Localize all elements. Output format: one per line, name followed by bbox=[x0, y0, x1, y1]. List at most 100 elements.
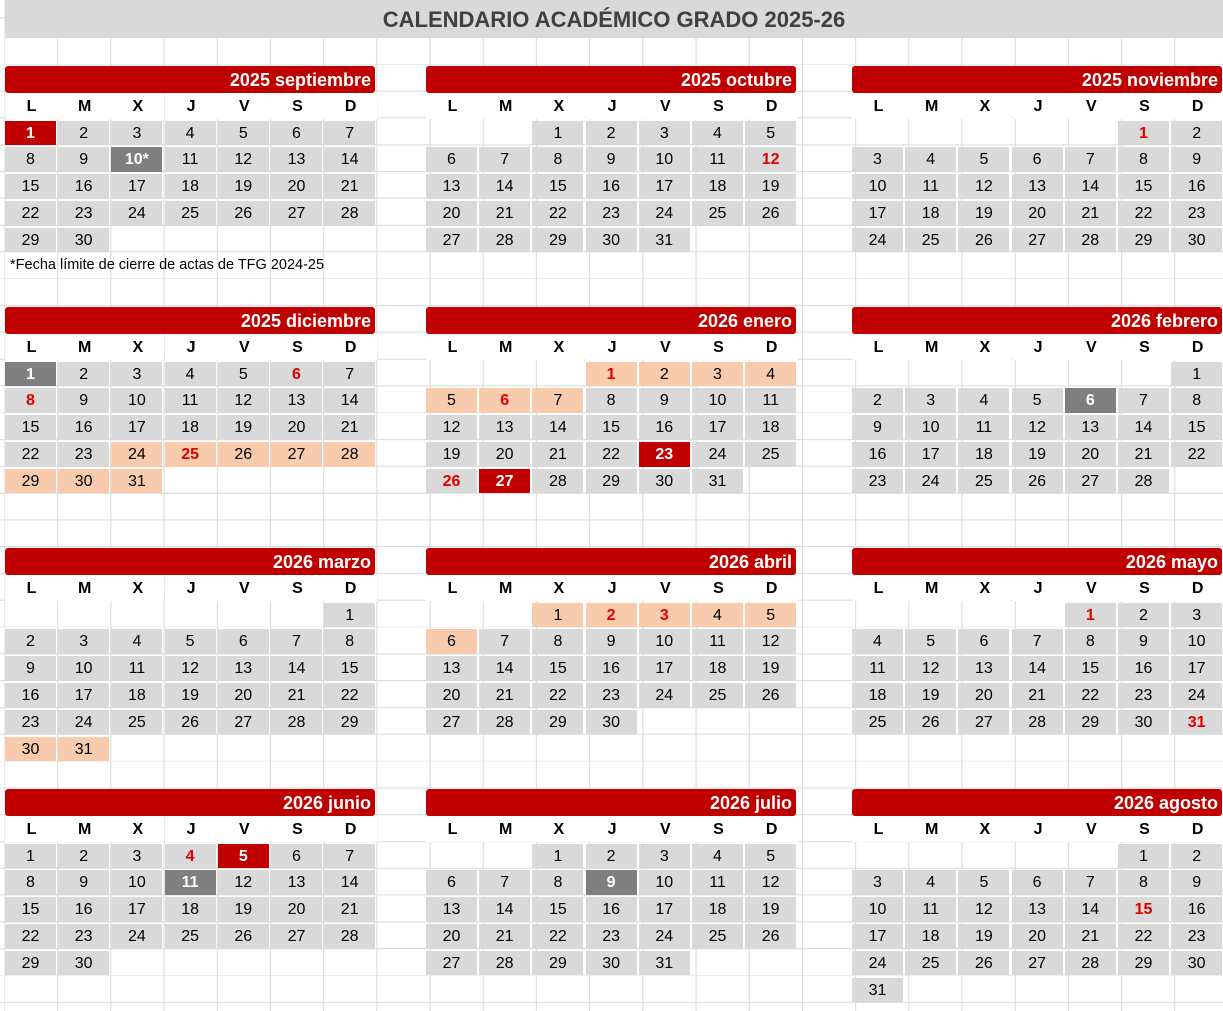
weekday-header: X bbox=[111, 333, 165, 360]
day-cell: 4 bbox=[692, 843, 743, 869]
weekday-header: D bbox=[745, 92, 799, 119]
day-cell: 12 bbox=[164, 656, 216, 681]
day-cell: 28 bbox=[1064, 950, 1116, 976]
day-cell: 17 bbox=[111, 174, 163, 199]
weekday-header: V bbox=[217, 815, 271, 842]
day-cell: 18 bbox=[905, 924, 957, 949]
day-cell: 9 bbox=[1171, 870, 1223, 895]
day-cell: 12 bbox=[1011, 415, 1063, 440]
day-cell: 23 bbox=[58, 201, 110, 226]
day-cell: 22 bbox=[5, 201, 56, 226]
day-cell: 5 bbox=[905, 629, 957, 654]
day-cell: 20 bbox=[426, 201, 477, 226]
day-cell: 29 bbox=[1118, 227, 1169, 253]
month-header: 2025 octubre bbox=[426, 66, 796, 93]
day-cell: 5 bbox=[1011, 388, 1063, 413]
day-cell: 7 bbox=[479, 629, 531, 654]
day-cell: 20 bbox=[217, 683, 269, 708]
day-cell: 16 bbox=[5, 683, 56, 708]
day-cell: 23 bbox=[638, 442, 690, 467]
day-cell: 29 bbox=[585, 468, 637, 494]
day-cell: 26 bbox=[958, 227, 1010, 253]
weekday-header: V bbox=[1064, 574, 1118, 601]
day-cell: 27 bbox=[1011, 950, 1063, 976]
day-cell: 18 bbox=[692, 897, 743, 922]
day-cell: 23 bbox=[5, 709, 56, 735]
day-cell: 9 bbox=[585, 629, 637, 654]
day-cell: 22 bbox=[1118, 201, 1169, 226]
day-cell: 8 bbox=[1118, 870, 1169, 895]
weekday-header: J bbox=[164, 92, 218, 119]
day-cell: 5 bbox=[745, 120, 797, 146]
weekday-header: D bbox=[324, 333, 378, 360]
day-cell: 14 bbox=[532, 415, 584, 440]
day-cell: 1 bbox=[1118, 843, 1169, 869]
day-cell: 30 bbox=[1171, 950, 1223, 976]
day-cell: 9 bbox=[5, 656, 56, 681]
weekday-header: X bbox=[958, 333, 1012, 360]
day-cell: 27 bbox=[1064, 468, 1116, 494]
day-cell: 15 bbox=[5, 897, 56, 922]
weekday-header: J bbox=[164, 815, 218, 842]
weekday-header: X bbox=[111, 815, 165, 842]
month-header: 2025 septiembre bbox=[5, 66, 375, 93]
day-cell: 31 bbox=[638, 950, 690, 976]
day-cell: 28 bbox=[324, 201, 376, 226]
day-cell: 4 bbox=[958, 388, 1010, 413]
day-cell: 10 bbox=[852, 897, 903, 922]
day-cell: 2 bbox=[5, 629, 56, 654]
day-cell: 2 bbox=[58, 361, 110, 387]
day-cell: 28 bbox=[1064, 227, 1116, 253]
day-cell: 8 bbox=[324, 629, 376, 654]
weekday-header: D bbox=[1171, 574, 1223, 601]
day-cell: 13 bbox=[1011, 897, 1063, 922]
day-cell: 24 bbox=[692, 442, 743, 467]
day-cell: 12 bbox=[217, 147, 269, 172]
day-cell: 21 bbox=[1064, 924, 1116, 949]
month-header: 2026 mayo bbox=[852, 548, 1222, 575]
weekday-header: D bbox=[745, 815, 799, 842]
day-cell: 30 bbox=[58, 468, 110, 494]
day-cell: 22 bbox=[5, 924, 56, 949]
weekday-header: X bbox=[532, 92, 586, 119]
day-cell: 23 bbox=[58, 924, 110, 949]
day-cell: 19 bbox=[745, 656, 797, 681]
day-cell: 29 bbox=[1064, 709, 1116, 735]
day-cell: 8 bbox=[5, 147, 56, 172]
month-header: 2025 noviembre bbox=[852, 66, 1222, 93]
day-cell: 6 bbox=[271, 843, 322, 869]
day-cell: 7 bbox=[324, 361, 376, 387]
day-cell: 8 bbox=[5, 388, 56, 413]
day-cell: 13 bbox=[426, 174, 477, 199]
day-cell: 28 bbox=[1118, 468, 1169, 494]
day-cell: 21 bbox=[1064, 201, 1116, 226]
day-cell: 23 bbox=[585, 924, 637, 949]
day-cell: 17 bbox=[692, 415, 743, 440]
weekday-header: D bbox=[745, 574, 799, 601]
day-cell: 10 bbox=[692, 388, 743, 413]
day-cell: 3 bbox=[692, 361, 743, 387]
day-cell: 3 bbox=[852, 870, 903, 895]
day-cell: 4 bbox=[905, 870, 957, 895]
day-cell: 22 bbox=[1171, 442, 1223, 467]
day-cell: 14 bbox=[324, 870, 376, 895]
day-cell: 20 bbox=[426, 924, 477, 949]
day-cell: 13 bbox=[271, 870, 322, 895]
weekday-header: D bbox=[1171, 92, 1223, 119]
day-cell: 19 bbox=[1011, 442, 1063, 467]
day-cell: 11 bbox=[164, 870, 216, 895]
day-cell: 9 bbox=[852, 415, 903, 440]
weekday-header: V bbox=[217, 333, 271, 360]
day-cell: 1 bbox=[5, 120, 56, 146]
day-cell: 24 bbox=[852, 227, 903, 253]
month-header: 2026 enero bbox=[426, 307, 796, 334]
day-cell: 9 bbox=[638, 388, 690, 413]
day-cell: 5 bbox=[958, 147, 1010, 172]
day-cell: 27 bbox=[271, 442, 322, 467]
weekday-header: D bbox=[324, 815, 378, 842]
day-cell: 15 bbox=[1118, 174, 1169, 199]
day-cell: 5 bbox=[958, 870, 1010, 895]
day-cell: 25 bbox=[745, 442, 797, 467]
month-header: 2026 abril bbox=[426, 548, 796, 575]
weekday-header: S bbox=[271, 574, 324, 601]
